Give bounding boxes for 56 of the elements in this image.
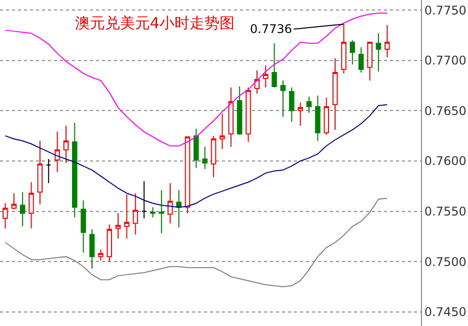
candlestick <box>384 24 390 58</box>
y-tick-label: 0.7450 <box>424 305 466 320</box>
line-series <box>4 12 388 146</box>
annotation: 0.7736 <box>250 22 292 36</box>
candlestick <box>367 42 372 81</box>
candlestick <box>150 206 156 218</box>
candlestick <box>332 58 338 130</box>
candlestick <box>202 146 208 170</box>
candlestick <box>376 32 382 72</box>
candlestick <box>358 46 364 73</box>
y-tick-label: 0.7750 <box>424 3 466 18</box>
candlestick <box>89 228 95 270</box>
candlestick <box>176 190 182 228</box>
candlestick <box>289 87 294 122</box>
candlestick <box>115 212 121 239</box>
candlestick <box>98 249 104 262</box>
candlestick <box>2 202 8 229</box>
candlestick <box>168 182 173 224</box>
candlestick <box>63 125 69 164</box>
candlestick <box>254 70 260 94</box>
candlestick <box>11 192 17 210</box>
candlestick <box>298 102 303 126</box>
y-tick-label: 0.7650 <box>424 104 466 118</box>
candlestick <box>37 140 43 205</box>
text: 澳元兑美元4小时走势图 <box>74 14 234 32</box>
candlestick <box>158 190 164 234</box>
candlestick <box>184 136 190 214</box>
candlestick <box>28 182 34 229</box>
candlestick <box>246 87 251 142</box>
candlestick <box>228 87 234 148</box>
candlestick <box>106 224 112 262</box>
candlestick <box>262 64 268 88</box>
candlestick <box>341 24 346 74</box>
y-tick-label: 0.7700 <box>424 54 466 68</box>
candlestick <box>132 192 138 235</box>
y-tick-label: 0.7600 <box>424 154 466 168</box>
candlestick <box>236 86 242 136</box>
candlestick <box>20 192 26 227</box>
candlestick <box>80 200 86 254</box>
y-tick-label: 0.7550 <box>424 204 466 218</box>
candlestick <box>280 80 286 118</box>
candlestick <box>124 194 130 239</box>
candlestick <box>194 128 199 169</box>
candlestick <box>306 96 312 114</box>
candlestick <box>272 42 277 88</box>
candlestick <box>350 40 356 65</box>
candlestick <box>324 97 330 136</box>
candlestick <box>46 158 52 184</box>
candlestick <box>72 122 78 218</box>
line-series <box>4 104 388 208</box>
candlestick <box>315 95 320 142</box>
candlestick <box>210 135 216 178</box>
candlestick <box>54 131 60 173</box>
candlestick <box>220 113 225 150</box>
candlestick <box>141 180 147 219</box>
y-tick-label: 0.7500 <box>424 254 466 269</box>
